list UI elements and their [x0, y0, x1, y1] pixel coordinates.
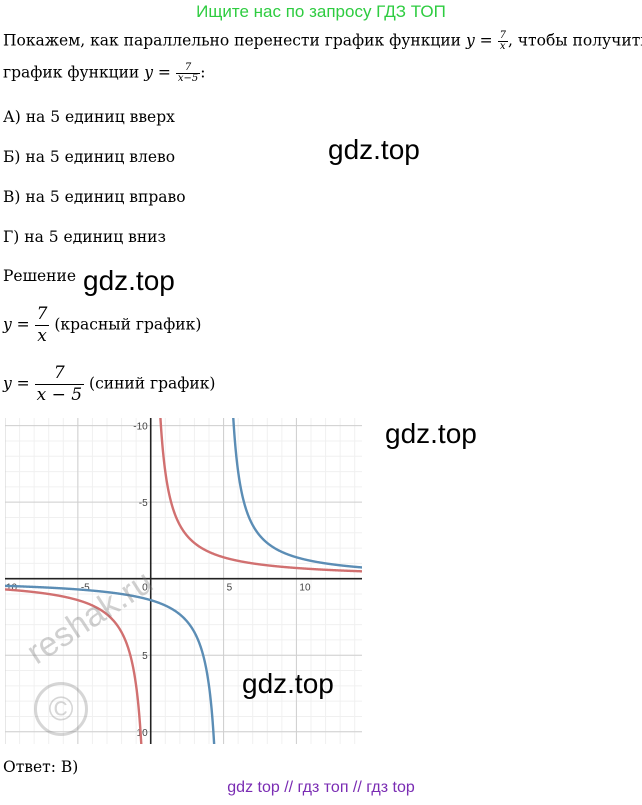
blue-formula-denominator: x − 5 [36, 385, 83, 405]
y-tick-label: 5 [142, 651, 148, 662]
func1-lhs: y = [465, 31, 493, 50]
blue-formula-lhs: y = [3, 374, 30, 393]
answer: Ответ: В) [3, 758, 79, 776]
series-curve-red [5, 588, 143, 744]
red-formula-numerator: 7 [34, 304, 50, 326]
func2-numerator: 7 [175, 63, 201, 74]
func1-denominator: x [499, 41, 506, 52]
blue-formula-note: (синий график) [89, 374, 216, 393]
func1-numerator: 7 [497, 30, 508, 42]
func2-fraction: 7 x−5 [175, 63, 201, 84]
x-tick-label: -5 [81, 583, 90, 594]
gdz-watermark-2: gdz.top [83, 265, 175, 296]
y-tick-label: 10 [137, 728, 149, 739]
x-tick-label: 10 [299, 583, 311, 594]
footer-links: gdz top // гдз топ // гдз top [227, 779, 415, 796]
task-text-2-end: : [200, 63, 206, 82]
x-tick-label: 5 [227, 583, 233, 594]
red-formula-lhs: y = [3, 315, 30, 334]
gdz-watermark-3: gdz.top [385, 418, 477, 449]
x-tick-label: 0 [142, 583, 148, 594]
func2-lhs: y = [144, 63, 171, 82]
option-b: Б) на 5 единиц влево [3, 148, 176, 166]
task-text-1-end: , чтобы получить [507, 31, 642, 50]
gdz-watermark-4: gdz.top [242, 668, 334, 699]
red-formula-denominator: x [37, 326, 47, 346]
red-formula-note: (красный график) [54, 315, 202, 334]
option-a: А) на 5 единиц вверх [3, 108, 175, 126]
option-d: Г) на 5 единиц вниз [3, 228, 166, 246]
series-curve-red [159, 418, 362, 573]
gdz-watermark-1: gdz.top [328, 134, 420, 165]
option-c: В) на 5 единиц вправо [3, 188, 186, 206]
func2-denominator: x−5 [177, 73, 199, 84]
func1-fraction: 7 x [497, 30, 508, 52]
search-banner: Ищите нас по запросу ГДЗ ТОП [196, 2, 446, 21]
series-curve-blue [232, 418, 362, 569]
blue-formula: y = 7 x − 5 (синий график) [3, 365, 215, 404]
copyright-icon: © [34, 682, 88, 736]
task-text-2: график функции [3, 63, 140, 82]
red-formula-fraction: 7 x [34, 304, 50, 346]
blue-formula-numerator: 7 [34, 365, 85, 385]
task-line-1: Покажем, как параллельно перенести графи… [3, 31, 642, 52]
y-tick-label: -5 [139, 498, 148, 509]
task-line-2: график функции y = 7 x−5 : [3, 63, 205, 84]
blue-formula-fraction: 7 x − 5 [34, 365, 85, 405]
x-tick-label: 10 [6, 583, 18, 594]
y-tick-label: -10 [133, 422, 148, 433]
red-formula: y = 7 x (красный график) [3, 306, 201, 345]
task-text-1: Покажем, как параллельно перенести графи… [3, 31, 462, 50]
solution-label: Решение [3, 267, 77, 285]
series-curve-blue [5, 584, 216, 744]
